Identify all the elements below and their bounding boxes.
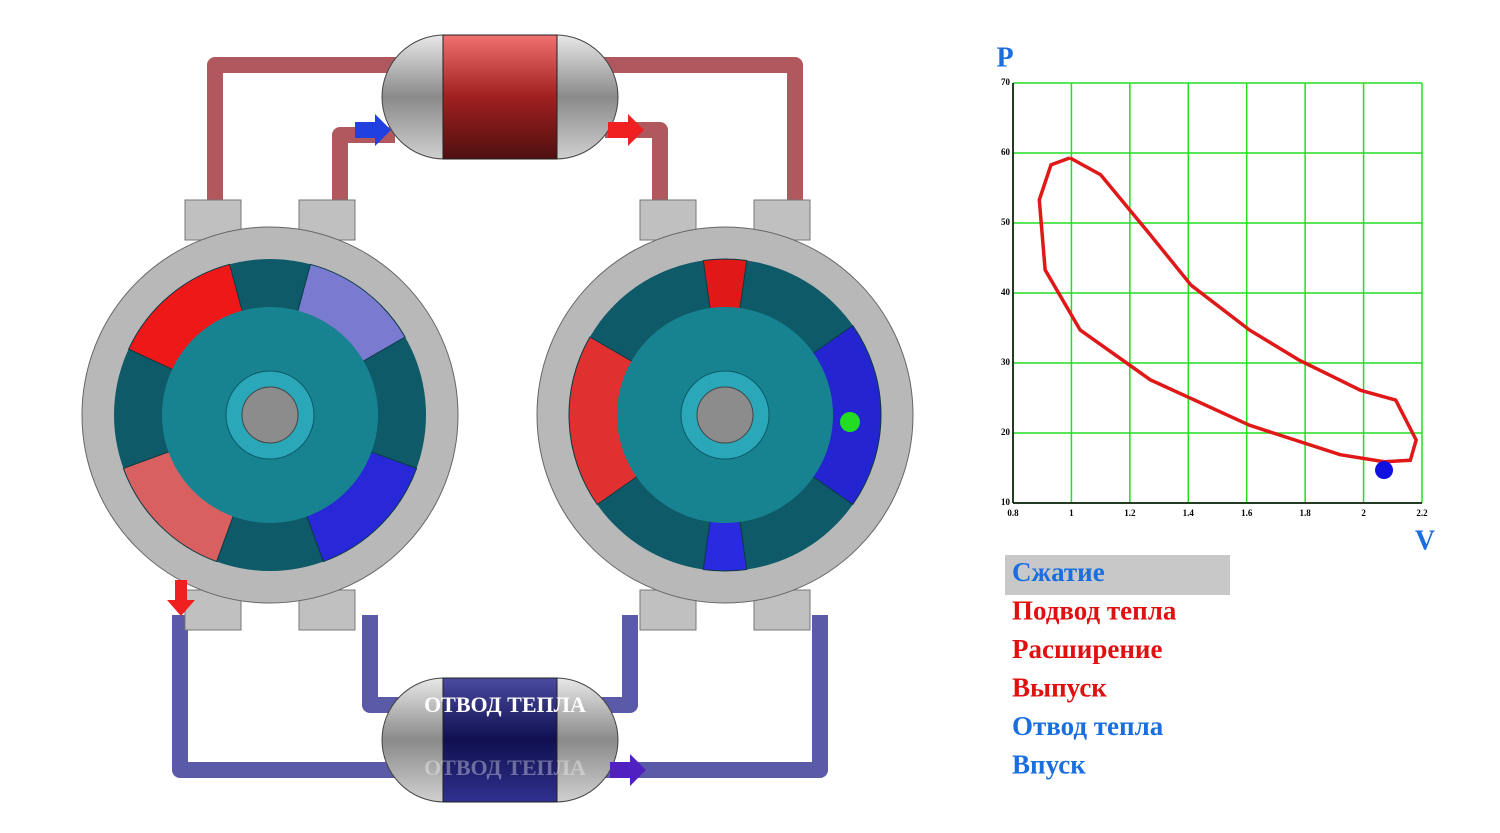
x-tick-label: 1.8 (1300, 508, 1312, 518)
x-tick-label: 1.4 (1183, 508, 1195, 518)
pv-curve (1037, 156, 1419, 464)
y-tick-label: 30 (1001, 357, 1011, 367)
x-tick-label: 2 (1361, 508, 1366, 518)
x-tick-label: 1.6 (1241, 508, 1253, 518)
y-tick-label: 50 (1001, 217, 1011, 227)
state-marker (1375, 461, 1394, 480)
cooler-label: ОТВОД ТЕПЛА (424, 692, 586, 717)
x-tick-label: 1 (1069, 508, 1074, 518)
phase-label: Выпуск (1012, 673, 1107, 703)
y-tick-label: 10 (1001, 497, 1011, 507)
y-tick-label: 20 (1001, 427, 1011, 437)
x-tick-label: 1.2 (1124, 508, 1136, 518)
y-tick-label: 60 (1001, 147, 1011, 157)
indicator (840, 412, 860, 432)
phase-label: Отвод тепла (1012, 711, 1164, 741)
shaft (241, 386, 299, 444)
cooler-reflection: ОТВОД ТЕПЛА (424, 755, 586, 780)
x-axis-label: V (1415, 525, 1435, 556)
phase-label: Расширение (1012, 634, 1162, 664)
shaft (696, 386, 754, 444)
x-tick-label: 0.8 (1007, 508, 1019, 518)
x-tick-label: 2.2 (1416, 508, 1428, 518)
phase-highlight (1005, 555, 1230, 595)
flow-arrows (167, 114, 646, 786)
y-tick-label: 70 (1001, 77, 1011, 87)
phase-label: Впуск (1012, 750, 1086, 780)
engines (81, 199, 914, 631)
heater (381, 34, 619, 160)
y-axis-label: P (996, 42, 1013, 73)
port (753, 199, 811, 241)
y-tick-label: 40 (1001, 287, 1011, 297)
phase-label: Сжатие (1012, 557, 1105, 587)
cooler: ОТВОД ТЕПЛА ОТВОД ТЕПЛА (381, 677, 619, 803)
phase-label: Подвод тепла (1012, 596, 1177, 626)
